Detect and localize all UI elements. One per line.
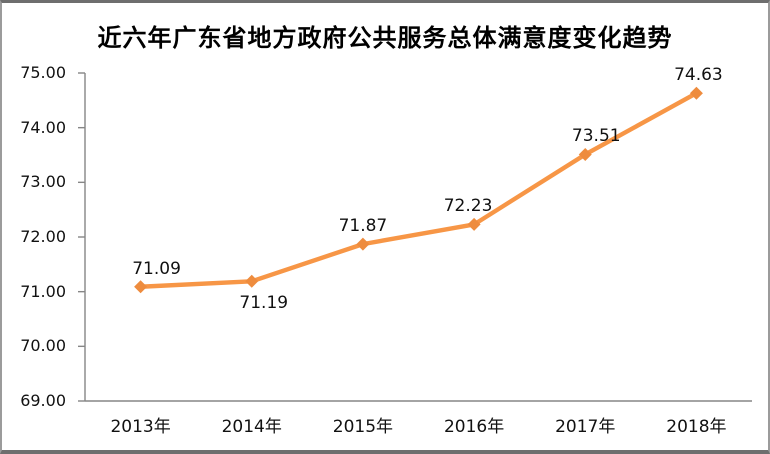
y-axis-tick-label: 69.00 xyxy=(20,391,66,410)
x-axis-tick-label: 2013年 xyxy=(110,417,171,437)
data-point-label: 71.87 xyxy=(338,216,388,237)
y-axis-tick-label: 70.00 xyxy=(20,336,66,356)
x-axis-tick-label: 2014年 xyxy=(221,417,282,437)
y-axis-tick-label: 74.00 xyxy=(20,117,66,137)
x-axis-tick-label: 2015年 xyxy=(332,417,394,437)
y-axis-tick-label: 75.00 xyxy=(20,63,66,82)
data-point-marker xyxy=(245,274,259,288)
data-point-marker xyxy=(134,280,148,294)
y-axis-tick-label: 72.00 xyxy=(20,227,66,246)
data-point-marker xyxy=(467,217,481,231)
data-point-marker xyxy=(356,237,370,251)
line-plot-canvas xyxy=(78,72,752,402)
data-point-label: 74.63 xyxy=(674,65,723,86)
data-point-marker xyxy=(689,86,703,100)
x-axis-tick-label: 2018年 xyxy=(666,417,727,437)
x-axis-tick-label: 2016年 xyxy=(443,417,505,437)
series-line xyxy=(138,91,699,289)
data-point-label: 71.19 xyxy=(239,293,289,314)
y-axis-tick-label: 73.00 xyxy=(20,172,66,192)
chart-title: 近六年广东省地方政府公共服务总体满意度变化趋势 xyxy=(97,23,673,52)
y-axis-tick-label: 71.00 xyxy=(20,281,66,301)
data-point-label: 72.23 xyxy=(443,196,493,217)
data-point-label: 71.09 xyxy=(132,258,181,279)
x-axis-tick-label: 2017年 xyxy=(555,417,616,437)
data-point-label: 73.51 xyxy=(571,126,621,147)
data-point-marker xyxy=(578,147,592,161)
